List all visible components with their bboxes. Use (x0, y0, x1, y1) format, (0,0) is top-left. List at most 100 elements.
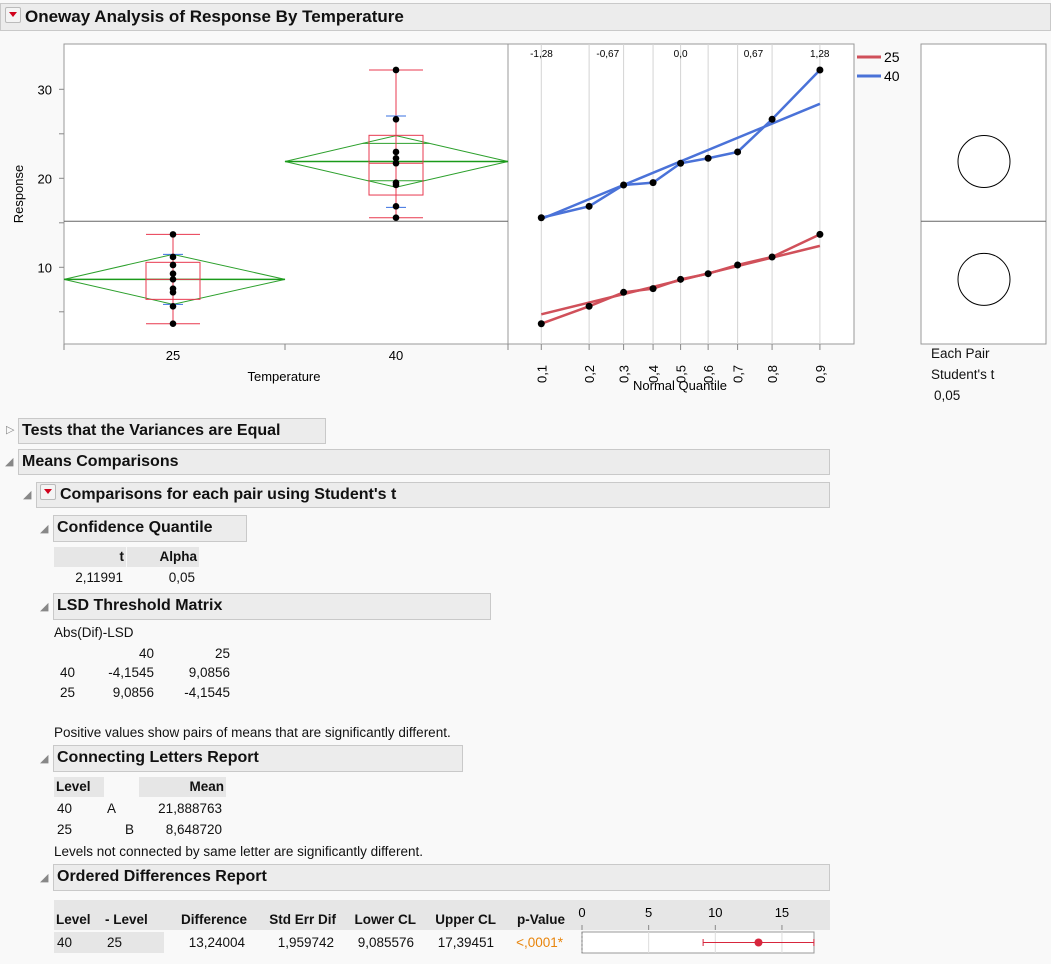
col-header-upper-cl: Upper CL (419, 910, 498, 930)
data-point (392, 115, 400, 123)
quantile-point (585, 202, 593, 210)
ordered-level: 40 (57, 935, 73, 950)
oneway-plot-frame (63, 43, 509, 345)
data-point (169, 270, 177, 278)
t-value: 2,11991 (75, 570, 123, 585)
circles-caption-3: 0,05 (934, 388, 961, 403)
data-point (169, 276, 177, 283)
quantile-tick-label: 0,1 (534, 365, 549, 383)
difference-bar-chart: 0 5 10 15 (578, 905, 815, 954)
quantile-point (768, 253, 776, 261)
normal-quantile-label: 0,0 (674, 49, 688, 60)
x-axis-label: Temperature (248, 369, 321, 384)
comparison-circles-frame (920, 43, 1047, 345)
section-variances[interactable]: Tests that the Variances are Equal (18, 418, 326, 444)
quantile-point (734, 148, 742, 156)
lsd-col-40: 40 (138, 646, 154, 661)
legend-label-40: 40 (884, 68, 900, 84)
quantile-tick-label: 0,2 (582, 365, 597, 383)
disclosure-open-icon[interactable]: ◢ (40, 872, 49, 884)
lsd-cell: 9,0856 (112, 685, 154, 700)
ordered-lower-cl: 9,085576 (357, 935, 414, 950)
disclosure-open-icon[interactable]: ◢ (40, 753, 49, 765)
ordered-std-err: 1,959742 (277, 935, 334, 950)
quantile-point (704, 154, 712, 162)
circles-caption-1: Each Pair (931, 346, 990, 361)
lsd-cell: -4,1545 (184, 685, 230, 700)
quantile-tick-label: 0,5 (674, 365, 689, 383)
diff-axis-label: 15 (775, 905, 789, 920)
data-point (392, 179, 400, 186)
col-header-level: Level (54, 910, 102, 930)
lsd-label: Abs(Dif)-LSD (54, 625, 134, 640)
quantile-point (620, 288, 628, 296)
normal-quantile-label: 1,28 (810, 49, 830, 60)
normal-quantile-label: 0,67 (744, 49, 764, 60)
quantile-point (734, 261, 742, 269)
quantile-point (649, 285, 657, 293)
quantile-point (537, 320, 545, 328)
section-connecting-letters[interactable]: Connecting Letters Report (53, 745, 463, 772)
quantile-point (649, 179, 657, 187)
section-lsd[interactable]: LSD Threshold Matrix (53, 593, 491, 620)
quantile-point (816, 66, 824, 74)
comparison-circle-25 (957, 252, 1011, 306)
section-ordered-differences[interactable]: Ordered Differences Report (53, 864, 830, 891)
diff-axis-label: 10 (708, 905, 722, 920)
quantile-point (677, 275, 685, 283)
ordered-p-value: <,0001* (516, 935, 563, 950)
data-point (169, 320, 177, 328)
quantile-tick-label: 0,3 (617, 365, 632, 383)
x-tick-label: 40 (389, 348, 403, 363)
quantile-point (537, 214, 545, 222)
col-header-minus-level: - Level (103, 910, 165, 930)
letters-mean: 21,888763 (158, 801, 222, 816)
col-header-t: t (54, 547, 126, 567)
box (368, 134, 424, 196)
quantile-tick-label: 0,8 (765, 365, 780, 383)
circles-caption-2: Student's t (931, 367, 995, 382)
report-title: Oneway Analysis of Response By Temperatu… (25, 7, 404, 26)
data-point (392, 159, 400, 167)
y-tick-label: 30 (38, 82, 52, 97)
section-pairs[interactable]: Comparisons for each pair using Student'… (36, 482, 830, 508)
diff-axis-label: 0 (578, 905, 585, 920)
ordered-difference: 13,24004 (188, 935, 245, 950)
data-point (392, 214, 400, 222)
disclosure-open-icon[interactable]: ◢ (40, 523, 49, 535)
section-confidence-quantile[interactable]: Confidence Quantile (53, 515, 247, 542)
col-header-difference: Difference (166, 910, 249, 930)
normal-quantile-label: -0,67 (596, 49, 619, 60)
letters-mean: 8,648720 (165, 822, 222, 837)
disclosure-open-icon[interactable]: ◢ (40, 601, 49, 613)
disclosure-closed-icon[interactable]: ▷ (6, 424, 15, 436)
quantile-tick-label: 0,6 (701, 365, 716, 383)
quantile-point (704, 270, 712, 278)
quantile-tick-label: 0,9 (813, 365, 828, 383)
letters-b: B (125, 822, 135, 837)
col-header-std-err: Std Err Dif (250, 910, 338, 930)
data-point (392, 66, 400, 74)
oneway-plots: 10 20 30 Response 25 40 Temperature 0,1 0,2 0,3 0,… (11, 43, 1047, 393)
quantile-point (677, 159, 685, 167)
red-triangle-menu-icon[interactable] (40, 484, 56, 500)
oneway-title-bar[interactable]: Oneway Analysis of Response By Temperatu… (0, 3, 1051, 31)
disclosure-open-icon[interactable]: ◢ (5, 456, 14, 468)
data-point (392, 148, 400, 156)
data-point (392, 203, 400, 210)
alpha-value: 0,05 (168, 570, 195, 585)
disclosure-open-icon[interactable]: ◢ (23, 489, 32, 501)
quantile-tick-label: 0,4 (646, 365, 661, 383)
section-means-comparisons[interactable]: Means Comparisons (18, 449, 830, 475)
diff-point (754, 938, 763, 947)
lsd-col-25: 25 (214, 646, 230, 661)
red-triangle-menu-icon[interactable] (5, 7, 21, 23)
lsd-cell: 9,0856 (188, 665, 230, 680)
lsd-cell: -4,1545 (108, 665, 154, 680)
y-tick-label: 20 (38, 171, 52, 186)
col-header-lower-cl: Lower CL (339, 910, 418, 930)
quantile-tick-label: 0,7 (731, 365, 746, 383)
legend-label-25: 25 (884, 49, 900, 65)
lsd-row-level: 40 (60, 665, 76, 680)
